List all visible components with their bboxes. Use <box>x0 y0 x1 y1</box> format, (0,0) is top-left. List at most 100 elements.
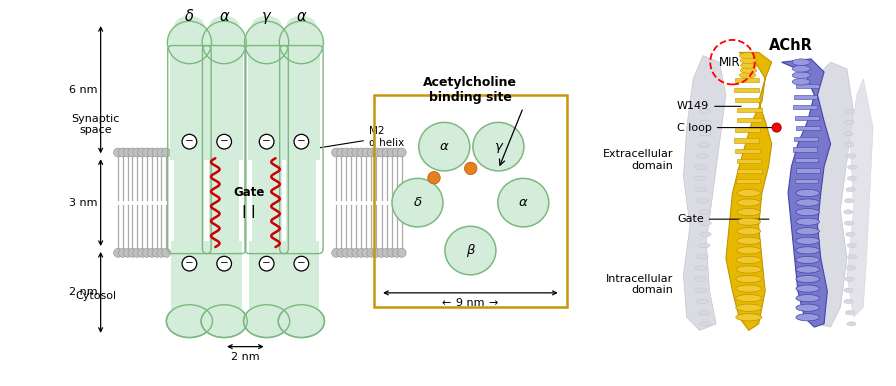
Circle shape <box>217 134 231 149</box>
Text: −: − <box>220 136 228 146</box>
Circle shape <box>114 148 123 157</box>
Ellipse shape <box>700 232 711 237</box>
Text: 6 nm: 6 nm <box>69 85 98 95</box>
Text: −: − <box>185 258 194 268</box>
Ellipse shape <box>279 305 324 337</box>
Ellipse shape <box>244 305 289 337</box>
Text: α: α <box>297 9 306 24</box>
Text: −: − <box>263 258 271 268</box>
Polygon shape <box>847 78 873 317</box>
Circle shape <box>182 134 197 149</box>
Ellipse shape <box>697 254 709 259</box>
Circle shape <box>118 148 127 157</box>
Ellipse shape <box>699 210 711 214</box>
Polygon shape <box>781 59 831 327</box>
Bar <box>209 154 239 251</box>
Bar <box>794 95 817 99</box>
Circle shape <box>397 148 406 157</box>
Ellipse shape <box>846 232 855 237</box>
Text: Gate: Gate <box>234 186 265 200</box>
Ellipse shape <box>848 165 857 169</box>
Ellipse shape <box>736 285 762 292</box>
Polygon shape <box>726 52 771 330</box>
Polygon shape <box>684 56 726 330</box>
Ellipse shape <box>737 247 761 254</box>
Circle shape <box>337 249 346 257</box>
Bar <box>797 126 820 130</box>
Circle shape <box>157 249 166 257</box>
Ellipse shape <box>697 198 709 203</box>
Ellipse shape <box>175 15 204 37</box>
Ellipse shape <box>844 299 853 303</box>
Bar <box>737 118 762 122</box>
Ellipse shape <box>844 120 853 125</box>
Ellipse shape <box>796 218 820 225</box>
Bar <box>737 159 762 163</box>
Bar <box>247 48 286 160</box>
Ellipse shape <box>796 256 820 264</box>
Circle shape <box>464 162 477 174</box>
Circle shape <box>377 148 386 157</box>
Ellipse shape <box>792 59 810 66</box>
Circle shape <box>352 249 361 257</box>
Text: γ: γ <box>263 9 271 24</box>
Ellipse shape <box>737 190 761 196</box>
Text: Gate: Gate <box>676 214 769 224</box>
Ellipse shape <box>848 254 857 259</box>
Text: Synaptic
space: Synaptic space <box>72 114 120 135</box>
Ellipse shape <box>202 21 246 64</box>
Ellipse shape <box>209 15 239 37</box>
Circle shape <box>128 148 137 157</box>
Text: 2 nm: 2 nm <box>231 352 260 362</box>
Text: ←  9 nm  →: ← 9 nm → <box>443 298 498 308</box>
Ellipse shape <box>736 295 762 302</box>
Circle shape <box>357 148 366 157</box>
Text: β: β <box>466 244 475 257</box>
Circle shape <box>142 148 151 157</box>
Ellipse shape <box>736 314 762 321</box>
Ellipse shape <box>736 304 762 312</box>
Bar <box>796 84 820 88</box>
Bar <box>795 158 818 162</box>
Ellipse shape <box>473 122 524 171</box>
Ellipse shape <box>796 199 820 206</box>
Bar <box>374 95 567 306</box>
Text: C loop: C loop <box>676 123 772 133</box>
Circle shape <box>383 148 391 157</box>
Circle shape <box>367 148 376 157</box>
Ellipse shape <box>792 78 810 85</box>
Bar <box>252 154 281 251</box>
Text: Cytosol: Cytosol <box>75 291 116 301</box>
Circle shape <box>217 256 231 271</box>
Circle shape <box>147 148 156 157</box>
Circle shape <box>114 249 123 257</box>
Ellipse shape <box>796 266 820 273</box>
Ellipse shape <box>796 190 820 196</box>
Text: 3 nm: 3 nm <box>69 198 98 208</box>
Text: −: − <box>220 258 228 268</box>
Circle shape <box>427 171 440 184</box>
Circle shape <box>332 249 340 257</box>
Ellipse shape <box>245 21 289 64</box>
Bar <box>175 154 204 251</box>
Ellipse shape <box>796 314 820 321</box>
Ellipse shape <box>699 243 710 248</box>
Text: α: α <box>519 196 528 209</box>
Ellipse shape <box>848 176 857 181</box>
Ellipse shape <box>847 322 856 326</box>
Circle shape <box>341 148 350 157</box>
Ellipse shape <box>796 237 820 244</box>
Ellipse shape <box>737 218 761 225</box>
Circle shape <box>118 249 127 257</box>
Circle shape <box>377 249 386 257</box>
Circle shape <box>147 249 156 257</box>
Ellipse shape <box>168 21 211 64</box>
Ellipse shape <box>796 285 820 292</box>
Ellipse shape <box>844 210 853 214</box>
Ellipse shape <box>699 109 711 113</box>
Ellipse shape <box>167 305 212 337</box>
Ellipse shape <box>844 132 853 136</box>
Text: 2 nm: 2 nm <box>69 288 98 297</box>
Ellipse shape <box>737 199 761 206</box>
Circle shape <box>352 148 361 157</box>
